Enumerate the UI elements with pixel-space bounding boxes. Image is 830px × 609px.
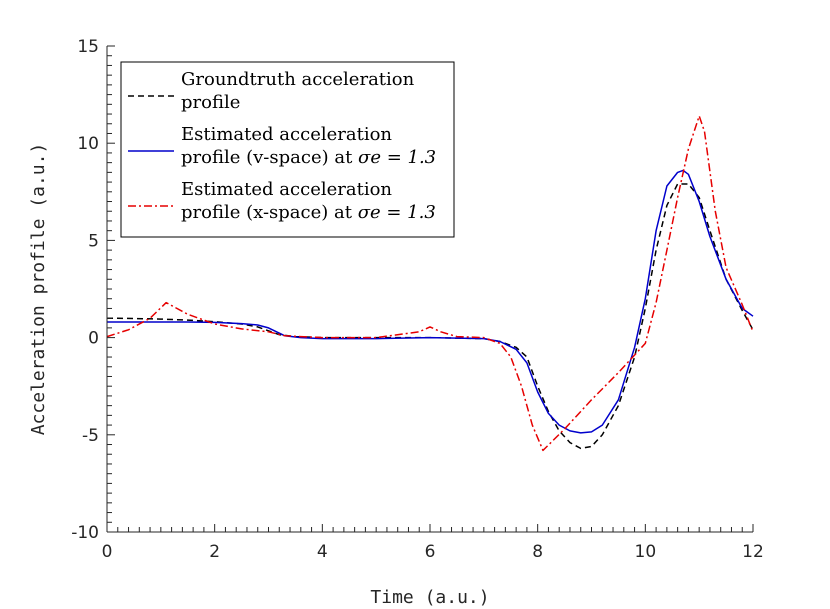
- x-axis-title: Time (a.u.): [370, 587, 489, 608]
- x-tick-label: 0: [102, 542, 113, 562]
- y-tick-label: 10: [77, 134, 99, 154]
- x-tick-label: 8: [532, 542, 543, 562]
- x-tick-label: 6: [425, 542, 436, 562]
- axes-layer: [106, 45, 754, 533]
- legend-label-v-space-line2: profile (v-space) at σe = 1.3: [181, 147, 436, 168]
- series-line-2: [106, 115, 754, 452]
- legend-label-x-space-line2: profile (x-space) at σe = 1.3: [181, 202, 436, 223]
- y-tick-label: 0: [88, 329, 99, 349]
- x-tick-label: 12: [742, 542, 764, 562]
- legend-label-groundtruth-line2: profile: [181, 92, 240, 113]
- legend-label-x-space-text: profile (x-space) at: [181, 202, 358, 223]
- x-tick-label: 10: [635, 542, 657, 562]
- legend-label-v-space-text: profile (v-space) at: [181, 147, 358, 168]
- x-tick-label: 4: [317, 542, 328, 562]
- y-axis-title: Acceleration profile (a.u.): [28, 143, 49, 436]
- legend-label-groundtruth-line1: Groundtruth acceleration: [181, 69, 415, 90]
- legend-label-v-space-math: σe = 1.3: [358, 147, 436, 168]
- legend: Groundtruth acceleration profile Estimat…: [120, 61, 455, 238]
- series-line-0: [106, 183, 754, 450]
- y-tick-label: 5: [88, 231, 99, 251]
- x-tick-label: 2: [209, 542, 220, 562]
- y-tick-label: -5: [82, 426, 99, 446]
- legend-label-x-space-line1: Estimated acceleration: [181, 179, 392, 200]
- legend-label-v-space-line1: Estimated acceleration: [181, 124, 392, 145]
- series-layer: [106, 115, 754, 452]
- legend-box: [120, 61, 455, 238]
- legend-label-x-space-math: σe = 1.3: [358, 202, 436, 223]
- y-tick-label: -10: [71, 523, 99, 543]
- tick-labels-layer: 0 2 4 6 8 10 12 -10 -5 0 5 10 15: [71, 37, 764, 562]
- y-tick-label: 15: [77, 37, 99, 57]
